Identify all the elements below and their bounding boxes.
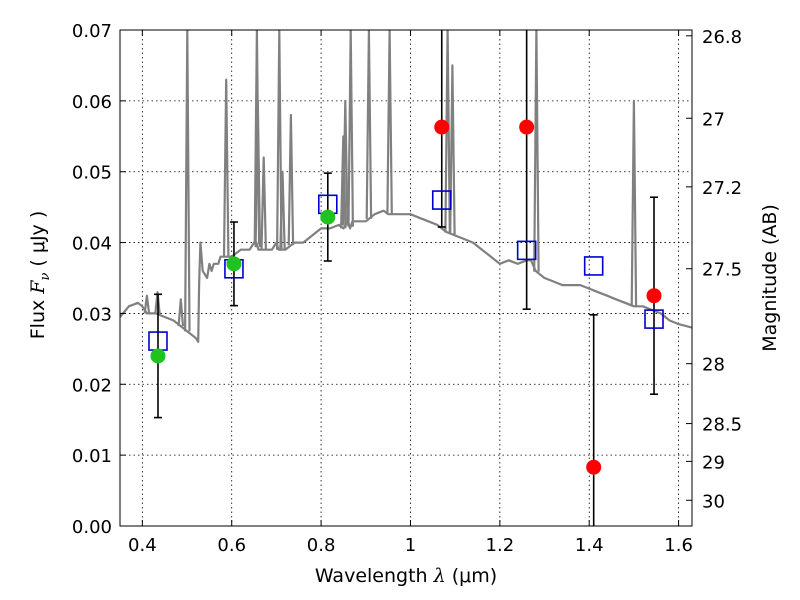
y2-tick-label-3: 27.5 bbox=[702, 260, 742, 281]
model-point-5 bbox=[583, 256, 604, 276]
emission-line-19 bbox=[630, 99, 638, 307]
model-point-6 bbox=[644, 309, 664, 329]
x-tick-label-5: 1.4 bbox=[575, 535, 604, 556]
y2-tick-label-4: 28 bbox=[702, 355, 725, 376]
emission-line-1 bbox=[154, 291, 161, 315]
emission-line-17 bbox=[449, 64, 456, 235]
x-tick-label-0: 0.4 bbox=[128, 535, 157, 556]
emission-line-2 bbox=[177, 298, 185, 327]
y-tick-label-4: 0.04 bbox=[72, 234, 112, 255]
emission-line-0 bbox=[143, 294, 151, 314]
emission-line-11 bbox=[340, 135, 347, 229]
nondetection-point-3 bbox=[646, 288, 662, 304]
y2-tick-label-2: 27.2 bbox=[702, 178, 742, 199]
emission-line-18 bbox=[533, 30, 540, 272]
detection-point-0 bbox=[150, 348, 166, 364]
emission-line-14 bbox=[365, 30, 373, 219]
y-tick-label-7: 0.07 bbox=[72, 21, 112, 42]
y2-tick-label-7: 30 bbox=[702, 491, 725, 512]
emission-line-15 bbox=[386, 30, 393, 215]
emission-line-3 bbox=[184, 30, 191, 332]
y-tick-label-6: 0.06 bbox=[72, 92, 112, 113]
model-point-3 bbox=[431, 190, 452, 210]
emission-line-9 bbox=[279, 170, 286, 250]
x-tick-label-4: 1.2 bbox=[486, 535, 515, 556]
y2-tick-label-6: 29 bbox=[702, 452, 725, 473]
y-axis-label: Flux Fν ( μJy ) bbox=[27, 211, 53, 340]
y-tick-label-0: 0.00 bbox=[72, 517, 112, 538]
emission-line-8 bbox=[276, 30, 283, 250]
tick-marks bbox=[120, 29, 692, 527]
emission-line-12 bbox=[342, 99, 349, 226]
emission-line-6 bbox=[254, 99, 262, 248]
y-tick-label-3: 0.03 bbox=[72, 304, 112, 325]
x-tick-label-2: 0.8 bbox=[307, 535, 336, 556]
y-tick-label-5: 0.05 bbox=[72, 163, 112, 184]
detection-point-1 bbox=[226, 256, 242, 272]
y2-tick-label-1: 27 bbox=[702, 109, 725, 130]
x-axis-label: Wavelength λ (μm) bbox=[315, 565, 497, 587]
y2-tick-label-0: 26.8 bbox=[702, 27, 742, 48]
emission-line-4 bbox=[222, 78, 230, 257]
y-tick-label-2: 0.02 bbox=[72, 375, 112, 396]
axes-frame bbox=[119, 29, 693, 527]
y2-axis-label: Magnitude (AB) bbox=[759, 204, 781, 352]
y-tick-label-1: 0.01 bbox=[72, 446, 112, 467]
x-tick-label-3: 1 bbox=[405, 535, 416, 556]
nondetection-point-1 bbox=[519, 119, 535, 135]
nondetection-point-0 bbox=[434, 119, 450, 135]
nondetection-point-2 bbox=[586, 459, 602, 475]
emission-line-16 bbox=[444, 30, 451, 233]
plot-area bbox=[120, 30, 692, 526]
emission-line-13 bbox=[347, 30, 354, 227]
detection-point-2 bbox=[320, 209, 336, 225]
model-point-4 bbox=[516, 240, 537, 261]
x-tick-label-1: 0.6 bbox=[217, 535, 246, 556]
x-tick-label-6: 1.6 bbox=[664, 535, 693, 556]
y2-tick-label-5: 28.5 bbox=[702, 415, 742, 436]
emission-line-7 bbox=[260, 156, 267, 250]
emission-line-10 bbox=[287, 113, 295, 246]
